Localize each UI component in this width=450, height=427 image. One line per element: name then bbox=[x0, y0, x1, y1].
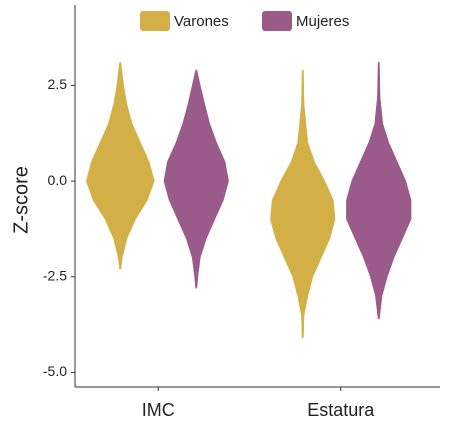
legend-label: Varones bbox=[174, 13, 229, 30]
violin bbox=[270, 69, 336, 339]
legend-label: Mujeres bbox=[296, 13, 349, 30]
y-tick-label: -5.0 bbox=[43, 363, 67, 379]
violin bbox=[163, 69, 229, 289]
y-tick-label: 0.0 bbox=[48, 172, 68, 188]
violin bbox=[86, 62, 155, 270]
legend-swatch bbox=[262, 11, 292, 31]
y-axis-label: Z-score bbox=[10, 166, 32, 234]
y-tick-label: 2.5 bbox=[48, 76, 68, 92]
violin bbox=[346, 62, 412, 320]
y-tick-label: -2.5 bbox=[43, 267, 67, 283]
legend-swatch bbox=[140, 11, 170, 31]
x-tick-label: IMC bbox=[142, 400, 175, 420]
x-tick-label: Estatura bbox=[307, 400, 375, 420]
